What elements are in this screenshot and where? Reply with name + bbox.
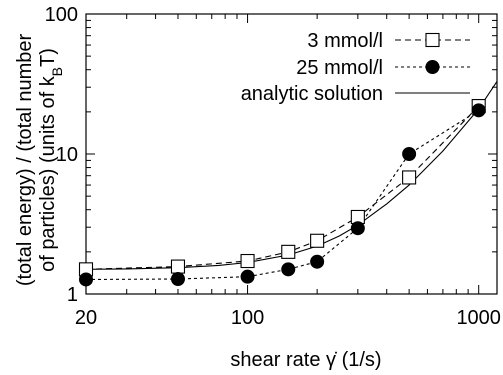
- data-point: [281, 244, 296, 259]
- data-point: [471, 103, 486, 118]
- y-tick-label: 10: [56, 144, 78, 166]
- data-point: [240, 253, 255, 269]
- y-axis-label-line1: (total energy) / (total number: [14, 33, 36, 286]
- data-point: [79, 272, 93, 287]
- series-line: [85, 81, 498, 270]
- data-point: [281, 262, 296, 277]
- data-point: [402, 147, 417, 161]
- y-axis-label-end: T): [37, 48, 59, 67]
- data-point: [402, 170, 417, 185]
- data-point: [310, 254, 325, 269]
- x-axis-label: shear rate γ̇ (1/s): [230, 349, 381, 371]
- axis-ticks: [85, 13, 497, 295]
- y-tick-label: 1: [67, 284, 78, 306]
- y-tick-label: 100: [45, 4, 78, 26]
- series-line: [85, 105, 480, 270]
- y-axis-label-line2: of particles) (units of kBT): [37, 48, 65, 272]
- legend-label: analytic solution: [241, 83, 383, 105]
- data-point: [310, 233, 325, 248]
- x-tick-label: 100: [231, 307, 264, 329]
- series-line: [85, 109, 479, 281]
- tick-labels: 20 100 1000 1 10 100: [45, 4, 501, 329]
- x-tick-label: 1000: [456, 307, 501, 329]
- data-point: [350, 221, 365, 236]
- data-point: [170, 271, 185, 286]
- legend: 3 mmol/l 25 mmol/l analytic solution: [241, 30, 470, 105]
- y-axis-label-subscript: B: [49, 67, 65, 76]
- series-markers: [78, 99, 486, 287]
- legend-label: 25 mmol/l: [296, 57, 383, 79]
- data-point: [240, 269, 255, 284]
- data-point: [170, 259, 186, 274]
- legend-label: 3 mmol/l: [307, 30, 383, 52]
- legend-marker: [425, 32, 440, 48]
- y-axis-label-main: of particles) (units of k: [37, 75, 59, 272]
- legend-marker: [425, 60, 440, 74]
- x-tick-label: 20: [75, 307, 97, 329]
